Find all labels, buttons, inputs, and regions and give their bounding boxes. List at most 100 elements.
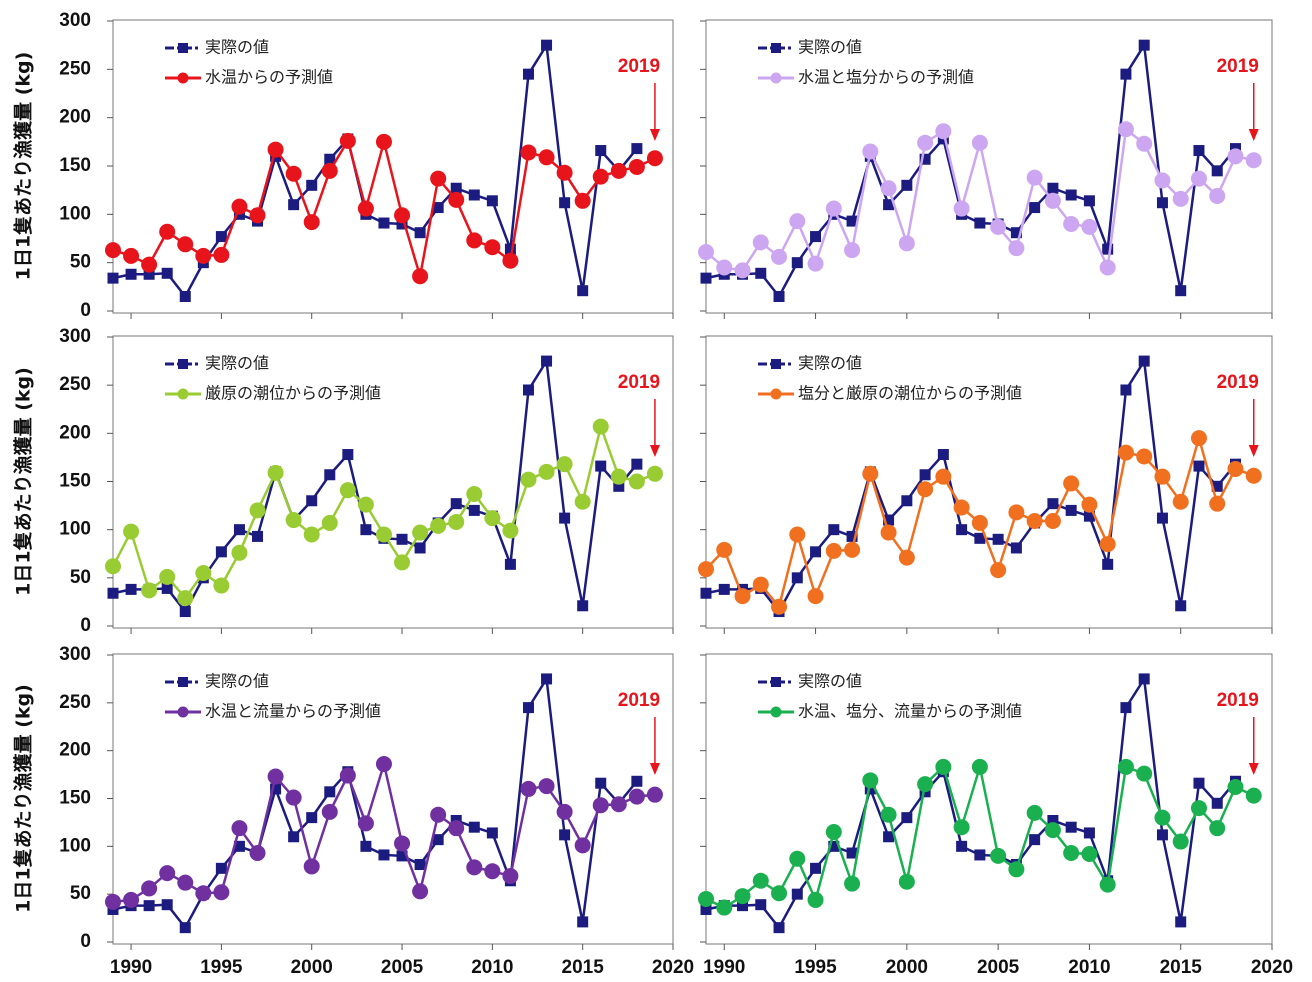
series-line xyxy=(705,675,1237,930)
x-tick-label: 2000 xyxy=(886,957,928,978)
plot-frame xyxy=(112,335,674,629)
square-marker xyxy=(432,202,444,214)
circle-marker xyxy=(789,213,806,230)
circle-marker xyxy=(990,847,1007,864)
square-marker xyxy=(360,840,372,852)
square-marker xyxy=(233,524,245,536)
square-marker xyxy=(559,829,571,841)
square-marker xyxy=(791,572,803,584)
circle-marker xyxy=(1044,822,1061,839)
square-marker xyxy=(324,786,336,798)
circle-marker xyxy=(1136,448,1153,465)
circle-marker xyxy=(610,468,627,485)
circle-marker xyxy=(177,590,194,607)
y-tick-label: 200 xyxy=(59,422,91,443)
legend-marker xyxy=(771,677,781,687)
panel: 0 50 100 150 200 250 300 1日1隻あたり漁獲量 (kg) 実際の値水温か… xyxy=(12,10,674,321)
square-marker xyxy=(396,218,408,230)
circle-marker xyxy=(1245,152,1262,169)
square-marker xyxy=(288,831,300,843)
annotation-arrowhead xyxy=(1248,763,1259,775)
legend-marker xyxy=(770,388,782,400)
circle-marker xyxy=(375,756,392,773)
square-marker xyxy=(846,215,858,227)
circle-marker xyxy=(716,259,733,276)
square-marker xyxy=(1156,512,1168,524)
circle-marker xyxy=(752,576,769,593)
circle-marker xyxy=(844,541,861,558)
y-tick-label: 50 xyxy=(70,883,91,904)
circle-marker xyxy=(1099,259,1116,276)
circle-marker xyxy=(357,815,374,832)
circle-marker xyxy=(448,820,465,837)
circle-marker xyxy=(1209,495,1226,512)
x-tick-label: 2020 xyxy=(652,957,694,978)
square-marker xyxy=(1083,195,1095,207)
circle-marker xyxy=(394,835,411,852)
circle-marker xyxy=(1099,876,1116,893)
y-axis-label: 1日1隻あたり漁獲量 (kg) xyxy=(12,367,35,596)
square-marker xyxy=(773,922,785,934)
square-marker xyxy=(631,143,643,155)
circle-marker xyxy=(556,164,573,181)
circle-marker xyxy=(430,806,447,823)
square-marker xyxy=(1102,558,1114,570)
square-marker xyxy=(974,217,986,229)
annotation-arrowhead xyxy=(1248,129,1259,141)
annotation: 2019 xyxy=(618,372,660,393)
circle-marker xyxy=(610,162,627,179)
legend-marker xyxy=(178,359,188,369)
y-tick-label: 0 xyxy=(80,300,91,321)
circle-marker xyxy=(520,471,537,488)
y-tick-label: 300 xyxy=(59,326,91,347)
circle-marker xyxy=(807,891,824,908)
circle-marker xyxy=(412,883,429,900)
square-marker xyxy=(179,606,191,618)
circle-marker xyxy=(734,262,751,279)
circle-marker xyxy=(574,493,591,510)
x-tick-label: 2005 xyxy=(977,957,1020,978)
circle-marker xyxy=(610,796,627,813)
circle-marker xyxy=(698,890,714,907)
square-marker xyxy=(468,504,480,516)
square-marker xyxy=(342,449,354,461)
square-marker xyxy=(1175,285,1187,297)
y-tick-label: 150 xyxy=(59,155,91,176)
annotation: 2019 xyxy=(1217,372,1259,393)
circle-marker xyxy=(628,473,645,490)
square-marker xyxy=(522,702,534,714)
circle-marker xyxy=(628,158,645,175)
series xyxy=(698,758,1262,916)
circle-marker xyxy=(267,141,284,158)
circle-marker xyxy=(303,526,320,543)
x-tick-label: 1990 xyxy=(110,957,152,978)
square-marker xyxy=(737,900,749,912)
square-marker xyxy=(577,916,589,928)
square-marker xyxy=(1175,600,1187,612)
square-marker xyxy=(901,812,913,824)
square-marker xyxy=(1138,673,1150,685)
square-marker xyxy=(396,533,408,545)
circle-marker xyxy=(990,218,1007,235)
circle-marker xyxy=(159,223,176,240)
square-marker xyxy=(1010,227,1022,239)
circle-marker xyxy=(1063,216,1080,232)
square-marker xyxy=(414,227,426,239)
circle-marker xyxy=(752,234,769,251)
circle-marker xyxy=(141,256,158,273)
circle-marker xyxy=(105,558,121,575)
circle-marker xyxy=(1227,779,1244,796)
circle-marker xyxy=(556,803,573,820)
circle-marker xyxy=(628,788,645,805)
circle-marker xyxy=(357,200,374,217)
circle-marker xyxy=(213,246,230,263)
circle-marker xyxy=(105,893,121,910)
circle-marker xyxy=(844,875,861,892)
y-tick-label: 100 xyxy=(59,835,91,856)
square-marker xyxy=(360,524,372,536)
square-marker xyxy=(1193,460,1205,472)
square-marker xyxy=(700,587,712,599)
square-marker xyxy=(1029,202,1041,214)
circle-marker xyxy=(880,180,897,197)
square-marker xyxy=(937,449,949,461)
